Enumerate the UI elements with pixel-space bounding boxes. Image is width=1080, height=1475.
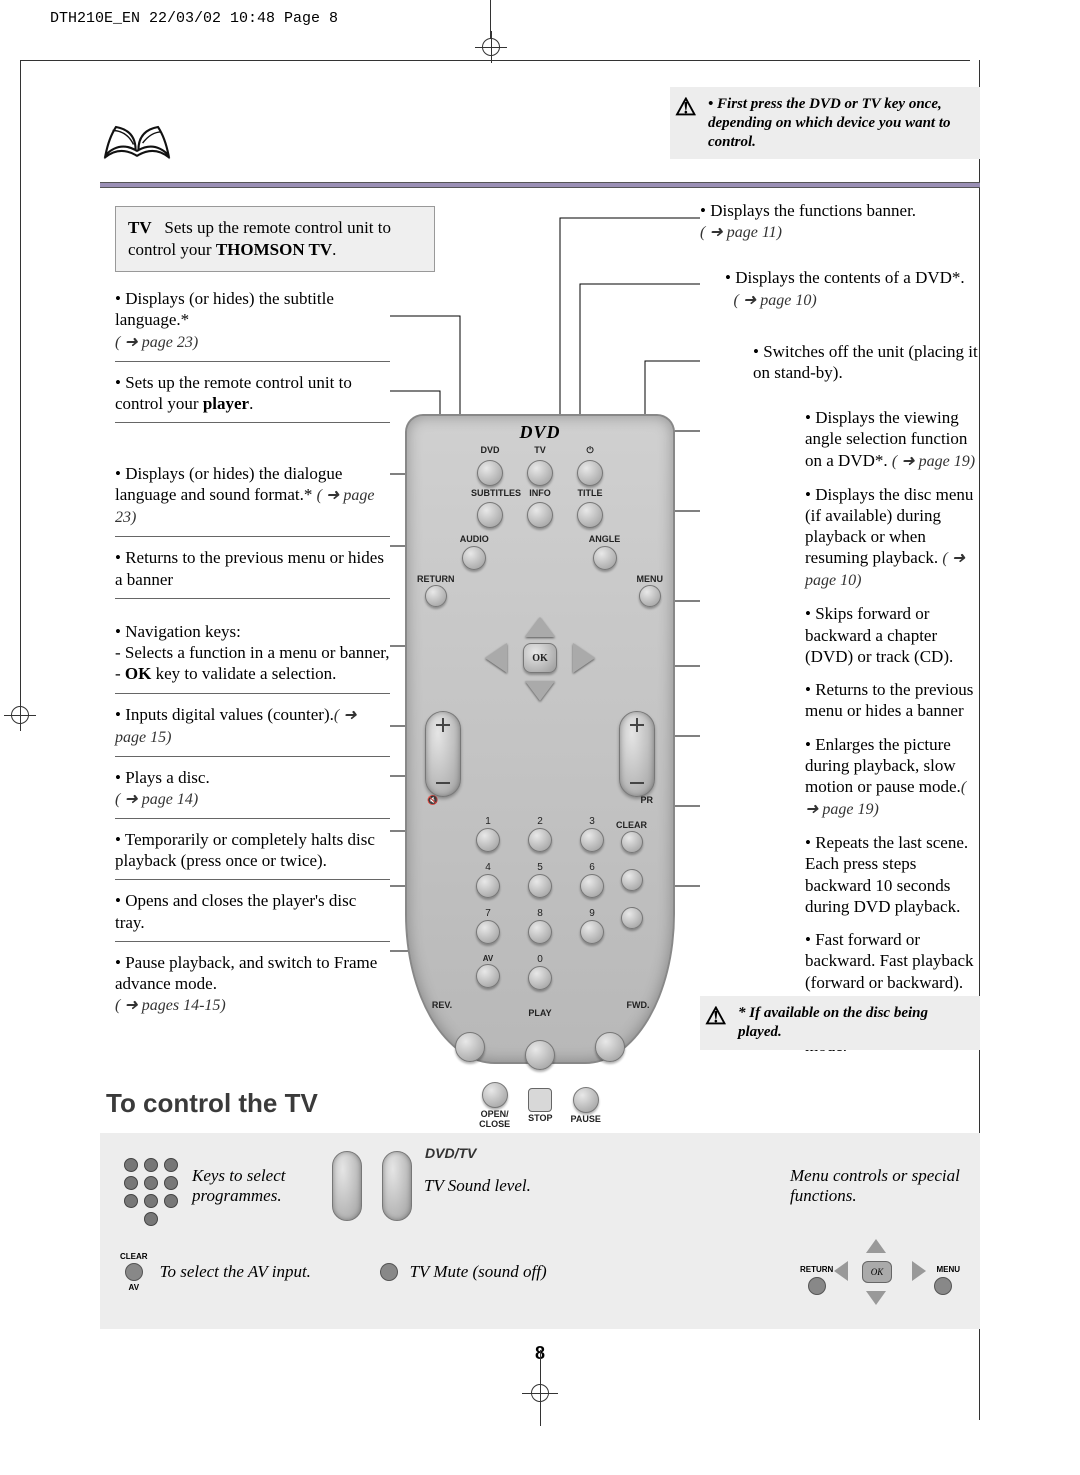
warning-icon bbox=[705, 1002, 727, 1032]
callout: Plays a disc.( ➜ page 14) bbox=[115, 767, 390, 810]
callout: Displays the contents of a DVD*. ( ➜ pag… bbox=[725, 267, 980, 310]
open-close-button[interactable] bbox=[482, 1082, 508, 1108]
tv-control-section: Keys to select programmes. TV Sound leve… bbox=[100, 1133, 980, 1329]
footnote: * If available on the disc being played. bbox=[700, 996, 980, 1050]
pr-rocker[interactable] bbox=[619, 711, 655, 797]
num-8[interactable] bbox=[528, 920, 552, 944]
pause-button[interactable] bbox=[573, 1087, 599, 1113]
mute-text: TV Mute (sound off) bbox=[410, 1262, 590, 1282]
callout: Displays the functions banner.( ➜ page 1… bbox=[700, 200, 980, 243]
callout: Returns to the previous menu or hides a … bbox=[115, 547, 390, 590]
tv-button[interactable] bbox=[527, 460, 553, 486]
tip-callout: • First press the DVD or TV key once, de… bbox=[670, 87, 980, 159]
left-callouts: Displays (or hides) the subtitle languag… bbox=[115, 288, 390, 1022]
fwd-button[interactable] bbox=[595, 1032, 625, 1062]
title-button[interactable] bbox=[577, 502, 603, 528]
callout: Skips forward or backward a chapter (DVD… bbox=[805, 603, 980, 667]
right-callouts: Displays the functions banner.( ➜ page 1… bbox=[700, 200, 980, 1063]
callout: Enlarges the picture during playback, sl… bbox=[805, 734, 980, 821]
sound-text: TV Sound level. bbox=[424, 1176, 554, 1196]
tv-brand: THOMSON TV bbox=[216, 240, 332, 259]
return-button[interactable] bbox=[425, 585, 447, 607]
num-4[interactable] bbox=[476, 874, 500, 898]
crop-target-top bbox=[482, 38, 500, 56]
callout: Switches off the unit (placing it on sta… bbox=[753, 341, 980, 384]
num-0[interactable] bbox=[528, 966, 552, 990]
info-button[interactable] bbox=[527, 502, 553, 528]
mute-button-icon bbox=[380, 1263, 398, 1281]
nav-left[interactable] bbox=[485, 643, 507, 673]
num-6[interactable] bbox=[580, 874, 604, 898]
remote-logo: DVD bbox=[407, 422, 673, 443]
nav-right[interactable] bbox=[573, 643, 595, 673]
av-button[interactable] bbox=[476, 964, 500, 988]
volume-rocker[interactable] bbox=[425, 711, 461, 797]
mini-numpad-icon bbox=[120, 1156, 180, 1216]
warning-icon bbox=[675, 93, 697, 123]
angle-button[interactable] bbox=[593, 546, 617, 570]
callout: Temporarily or completely halts disc pla… bbox=[115, 829, 390, 872]
print-header: DTH210E_EN 22/03/02 10:48 Page 8 bbox=[0, 0, 1080, 27]
menu-button[interactable] bbox=[639, 585, 661, 607]
callout: Opens and closes the player's disc tray. bbox=[115, 890, 390, 933]
av-button-icon bbox=[125, 1263, 143, 1281]
play-button[interactable] bbox=[525, 1040, 555, 1070]
rev-button[interactable] bbox=[455, 1032, 485, 1062]
keys-select-text: Keys to select programmes. bbox=[192, 1166, 312, 1206]
av-text: To select the AV input. bbox=[160, 1262, 360, 1282]
tv-mode-box: TV Sets up the remote control unit to co… bbox=[115, 206, 435, 272]
callout: Sets up the remote control unit to contr… bbox=[115, 372, 390, 415]
pr-rocker-icon bbox=[332, 1151, 362, 1221]
callout: Displays (or hides) the dialogue languag… bbox=[115, 463, 390, 528]
tv-label: TV bbox=[128, 218, 152, 237]
callout: Navigation keys: - Selects a function in… bbox=[115, 621, 390, 685]
ok-button[interactable]: OK bbox=[523, 643, 557, 673]
callout: Displays (or hides) the subtitle languag… bbox=[115, 288, 390, 353]
remote-footer: DVD/TV bbox=[425, 1145, 673, 1161]
power-button[interactable] bbox=[577, 460, 603, 486]
header-rule bbox=[100, 182, 980, 188]
footnote-text: * If available on the disc being played. bbox=[738, 1005, 928, 1040]
nav-pad[interactable]: OK bbox=[475, 613, 605, 703]
crop-target-left bbox=[11, 706, 29, 724]
callout: Displays the viewing angle selection fun… bbox=[805, 407, 980, 472]
dvd-button[interactable] bbox=[477, 460, 503, 486]
vol-rocker-icon bbox=[382, 1151, 412, 1221]
tip-text: First press the DVD or TV key once, depe… bbox=[708, 96, 951, 150]
callout: Returns to the previous menu or hides a … bbox=[805, 679, 980, 722]
subtitles-button[interactable] bbox=[477, 502, 503, 528]
num-1[interactable] bbox=[476, 828, 500, 852]
callout: Inputs digital values (counter).( ➜ page… bbox=[115, 704, 390, 748]
stop-button[interactable] bbox=[528, 1088, 552, 1112]
menu-text: Menu controls or special functions. bbox=[790, 1166, 960, 1206]
num-9[interactable] bbox=[580, 920, 604, 944]
nav-down[interactable] bbox=[525, 681, 555, 701]
callout: Pause playback, and switch to Frame adva… bbox=[115, 952, 390, 1017]
num-5[interactable] bbox=[528, 874, 552, 898]
num-2[interactable] bbox=[528, 828, 552, 852]
callout: Displays the disc menu (if available) du… bbox=[805, 484, 980, 592]
num-3[interactable] bbox=[580, 828, 604, 852]
num-7[interactable] bbox=[476, 920, 500, 944]
crop-target-bottom bbox=[531, 1384, 549, 1402]
crop-mark bbox=[20, 60, 970, 61]
callout: Repeats the last scene. Each press steps… bbox=[805, 832, 980, 917]
remote-control: DVD DVDTV⏻ SUBTITLESINFOTITLE AUDIO ANGL… bbox=[405, 414, 675, 1064]
mini-nav-icon: RETURN OK MENU bbox=[800, 1237, 960, 1307]
repeat-button[interactable] bbox=[621, 907, 643, 929]
audio-button[interactable] bbox=[462, 546, 486, 570]
crop-mark bbox=[20, 60, 21, 720]
clear-button[interactable] bbox=[621, 831, 643, 853]
book-icon bbox=[102, 112, 172, 181]
zoom-button[interactable] bbox=[621, 869, 643, 891]
nav-up[interactable] bbox=[525, 617, 555, 637]
